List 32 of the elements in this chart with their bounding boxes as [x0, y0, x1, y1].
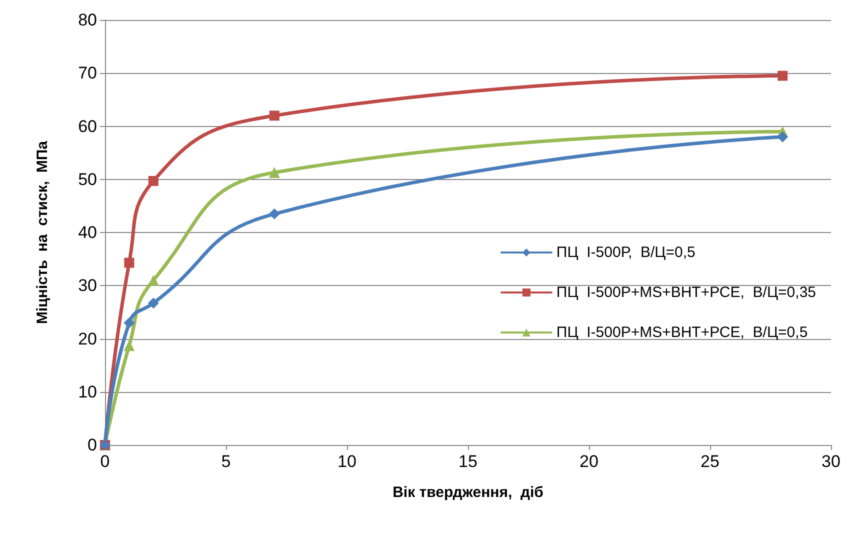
legend-label: ПЦ I-500Р, В/Ц=0,5 — [556, 244, 696, 261]
point — [124, 317, 135, 328]
legend-label: ПЦ I-500Р+MS+ВНТ+РСЕ, В/Ц=0,5 — [556, 324, 808, 341]
y-axis-title: Міцність на стиск, МПа — [34, 140, 51, 324]
x-tick-label: 10 — [338, 452, 356, 471]
y-tick-label: 10 — [78, 382, 97, 402]
point — [124, 340, 135, 352]
point — [777, 131, 788, 142]
x-tick-label: 30 — [822, 452, 840, 471]
x-tick-label: 5 — [221, 452, 231, 471]
point — [124, 258, 134, 268]
point — [148, 298, 159, 309]
point — [269, 110, 280, 121]
x-tick-label: 0 — [100, 452, 110, 471]
y-tick-label: 70 — [78, 64, 97, 83]
y-tick-label: 20 — [78, 329, 97, 348]
point — [778, 70, 788, 81]
x-tick-label: 25 — [700, 452, 720, 471]
legend-label: ПЦ I-500Р+MS+ВНТ+РСЕ, В/Ц=0,35 — [556, 284, 816, 301]
y-tick-label: 50 — [78, 170, 97, 189]
point — [268, 208, 280, 220]
y-tick-label: 0 — [88, 436, 97, 454]
x-axis-title: Вік твердження, діб — [392, 484, 544, 501]
y-tick-label: 40 — [78, 223, 97, 242]
x-tick-label: 15 — [458, 452, 478, 471]
y-tick-label: 60 — [78, 116, 97, 136]
point — [268, 166, 280, 178]
y-tick-label: 30 — [78, 276, 97, 296]
point — [148, 274, 159, 286]
x-tick-label: 20 — [580, 452, 598, 471]
y-tick-label: 80 — [78, 10, 97, 30]
point — [148, 176, 158, 186]
